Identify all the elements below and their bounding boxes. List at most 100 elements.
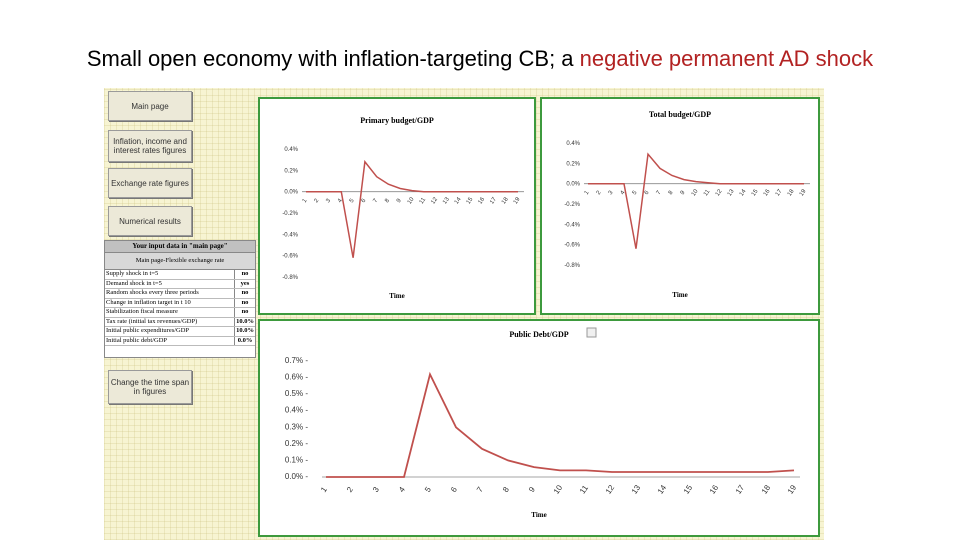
input-row-label: Demand shock in t=5 <box>106 279 162 287</box>
x-tick-label: 18 <box>760 483 773 496</box>
numerical-results-button-label: Numerical results <box>119 216 181 226</box>
inflation-figures-button-label: Inflation, income and interest rates fig… <box>113 137 187 155</box>
x-tick-label: 12 <box>715 188 724 197</box>
y-tick-label: -0.6% <box>282 254 298 260</box>
x-tick-label: 13 <box>727 188 736 197</box>
input-row-label: Tax rate (initial tax revenues/GDP) <box>106 317 198 325</box>
x-tick-label: 15 <box>682 483 695 496</box>
numerical-results-button[interactable]: Numerical results <box>108 206 192 236</box>
public-debt-chart[interactable]: Public Debt/GDP 0.7% - 0.6% - 0.5% - 0.4% - 0… <box>258 319 820 537</box>
inflation-figures-button[interactable]: Inflation, income and interest rates fig… <box>108 130 192 162</box>
x-tick-label: 18 <box>787 188 796 197</box>
x-tick-label: 1 <box>584 189 591 196</box>
x-tick-label: 13 <box>630 483 643 496</box>
chart-title: Total budget/GDP <box>649 110 711 119</box>
x-tick-label: 5 <box>423 485 433 494</box>
x-tick-label: 5 <box>349 197 356 204</box>
x-tick-label: 9 <box>396 197 403 204</box>
input-row-value: 10.0% <box>234 317 255 326</box>
x-tick-label: 9 <box>680 189 687 196</box>
x-tick-label: 16 <box>708 483 721 496</box>
input-row: Demand shock in t=5 yes <box>105 279 255 289</box>
x-tick-label: 13 <box>442 196 451 205</box>
y-tick-label: 0.5% - <box>285 389 308 398</box>
x-tick-label: 15 <box>751 188 760 197</box>
input-panel-heading: Your input data in "main page" <box>105 241 255 253</box>
x-tick-label: 17 <box>775 188 784 197</box>
x-tick-label: 9 <box>527 485 537 494</box>
chart-title: Public Debt/GDP <box>509 330 568 339</box>
y-tick-label: 0.4% <box>566 141 580 147</box>
x-tick-label: 6 <box>449 485 459 494</box>
primary-budget-chart[interactable]: Primary budget/GDP 0.4% 0.2% 0.0% -0.2% -0.4%… <box>258 97 536 315</box>
x-tick-label: 19 <box>799 188 808 197</box>
y-tick-label: 0.4% <box>284 147 298 153</box>
x-tick-label: 4 <box>397 485 407 494</box>
input-row-value: no <box>234 289 255 298</box>
x-tick-label: 4 <box>337 197 344 204</box>
input-row-label: Stabilization fiscal measure <box>106 308 178 315</box>
y-tick-label: -0.4% <box>282 232 298 238</box>
x-tick-label: 7 <box>372 197 379 204</box>
y-tick-label: -0.4% <box>564 222 580 228</box>
x-tick-label: 3 <box>608 189 615 196</box>
x-tick-label: 17 <box>489 196 498 205</box>
input-row-label: Change in inflation target in t 10 <box>106 298 191 306</box>
input-row-label: Initial public debt/GDP <box>106 336 168 344</box>
x-axis-label: Time <box>672 291 687 299</box>
x-tick-label: 11 <box>578 483 590 495</box>
series-line <box>326 371 795 478</box>
x-tick-label: 14 <box>739 188 748 197</box>
x-tick-label: 19 <box>786 483 799 496</box>
y-tick-label: 0.0% - <box>285 472 308 481</box>
x-tick-label: 4 <box>620 189 627 196</box>
total-budget-chart[interactable]: Total budget/GDP 0.4% 0.2% 0.0% -0.2% -0.4% -0… <box>540 97 820 315</box>
y-tick-label: -0.6% <box>564 243 580 249</box>
x-axis-label: Time <box>389 292 404 300</box>
input-row: Supply shock in t=5 no <box>105 270 255 280</box>
x-tick-label: 3 <box>325 197 332 204</box>
input-row: Tax rate (initial tax revenues/GDP) 10.0% <box>105 317 255 327</box>
x-tick-label: 7 <box>475 485 485 494</box>
x-tick-label: 8 <box>501 485 511 494</box>
x-tick-label: 10 <box>691 188 700 197</box>
input-row-value: no <box>234 298 255 307</box>
input-row-label: Random shocks every three periods <box>106 289 199 296</box>
x-tick-label: 11 <box>419 196 428 205</box>
x-tick-label: 1 <box>319 485 329 494</box>
input-row-label: Initial public expenditures/GDP <box>106 327 190 334</box>
main-page-button[interactable]: Main page <box>108 91 192 121</box>
y-tick-label: -0.2% <box>564 202 580 208</box>
exchange-rate-figures-button[interactable]: Exchange rate figures <box>108 168 192 198</box>
input-row-label: Supply shock in t=5 <box>106 270 159 277</box>
x-tick-label: 14 <box>454 196 463 205</box>
x-tick-label: 2 <box>314 197 321 204</box>
change-time-span-button[interactable]: Change the time span in figures <box>108 370 192 404</box>
y-tick-label: 0.0% <box>566 182 580 188</box>
x-tick-label: 7 <box>656 189 663 196</box>
x-tick-label: 2 <box>596 189 603 196</box>
dropdown-icon <box>586 327 597 338</box>
input-row: Stabilization fiscal measure no <box>105 308 255 318</box>
x-tick-label: 12 <box>430 196 439 205</box>
x-axis-label: Time <box>531 511 546 519</box>
x-tick-label: 17 <box>734 483 747 496</box>
x-tick-label: 11 <box>703 188 712 197</box>
y-tick-label: -0.8% <box>564 263 580 269</box>
slide-title: Small open economy with inflation-target… <box>0 46 960 72</box>
slide-title-prefix: Small open economy with inflation-target… <box>86 46 580 71</box>
y-tick-label: 0.2% <box>284 168 298 174</box>
x-tick-label: 3 <box>371 485 381 494</box>
y-tick-label: -0.2% <box>282 211 298 217</box>
x-tick-label: 19 <box>513 196 522 205</box>
input-row: Random shocks every three periods no <box>105 289 255 299</box>
x-tick-label: 16 <box>763 188 772 197</box>
x-tick-label: 8 <box>384 197 391 204</box>
input-row-value: 0.0% <box>234 336 255 345</box>
x-tick-label: 12 <box>604 483 617 496</box>
input-row-value: no <box>234 308 255 317</box>
x-tick-label: 15 <box>466 196 475 205</box>
x-tick-label: 18 <box>501 196 510 205</box>
public-debt-svg: Public Debt/GDP 0.7% - 0.6% - 0.5% - 0.4% - 0… <box>285 327 800 519</box>
y-tick-label: 0.4% - <box>285 406 308 415</box>
